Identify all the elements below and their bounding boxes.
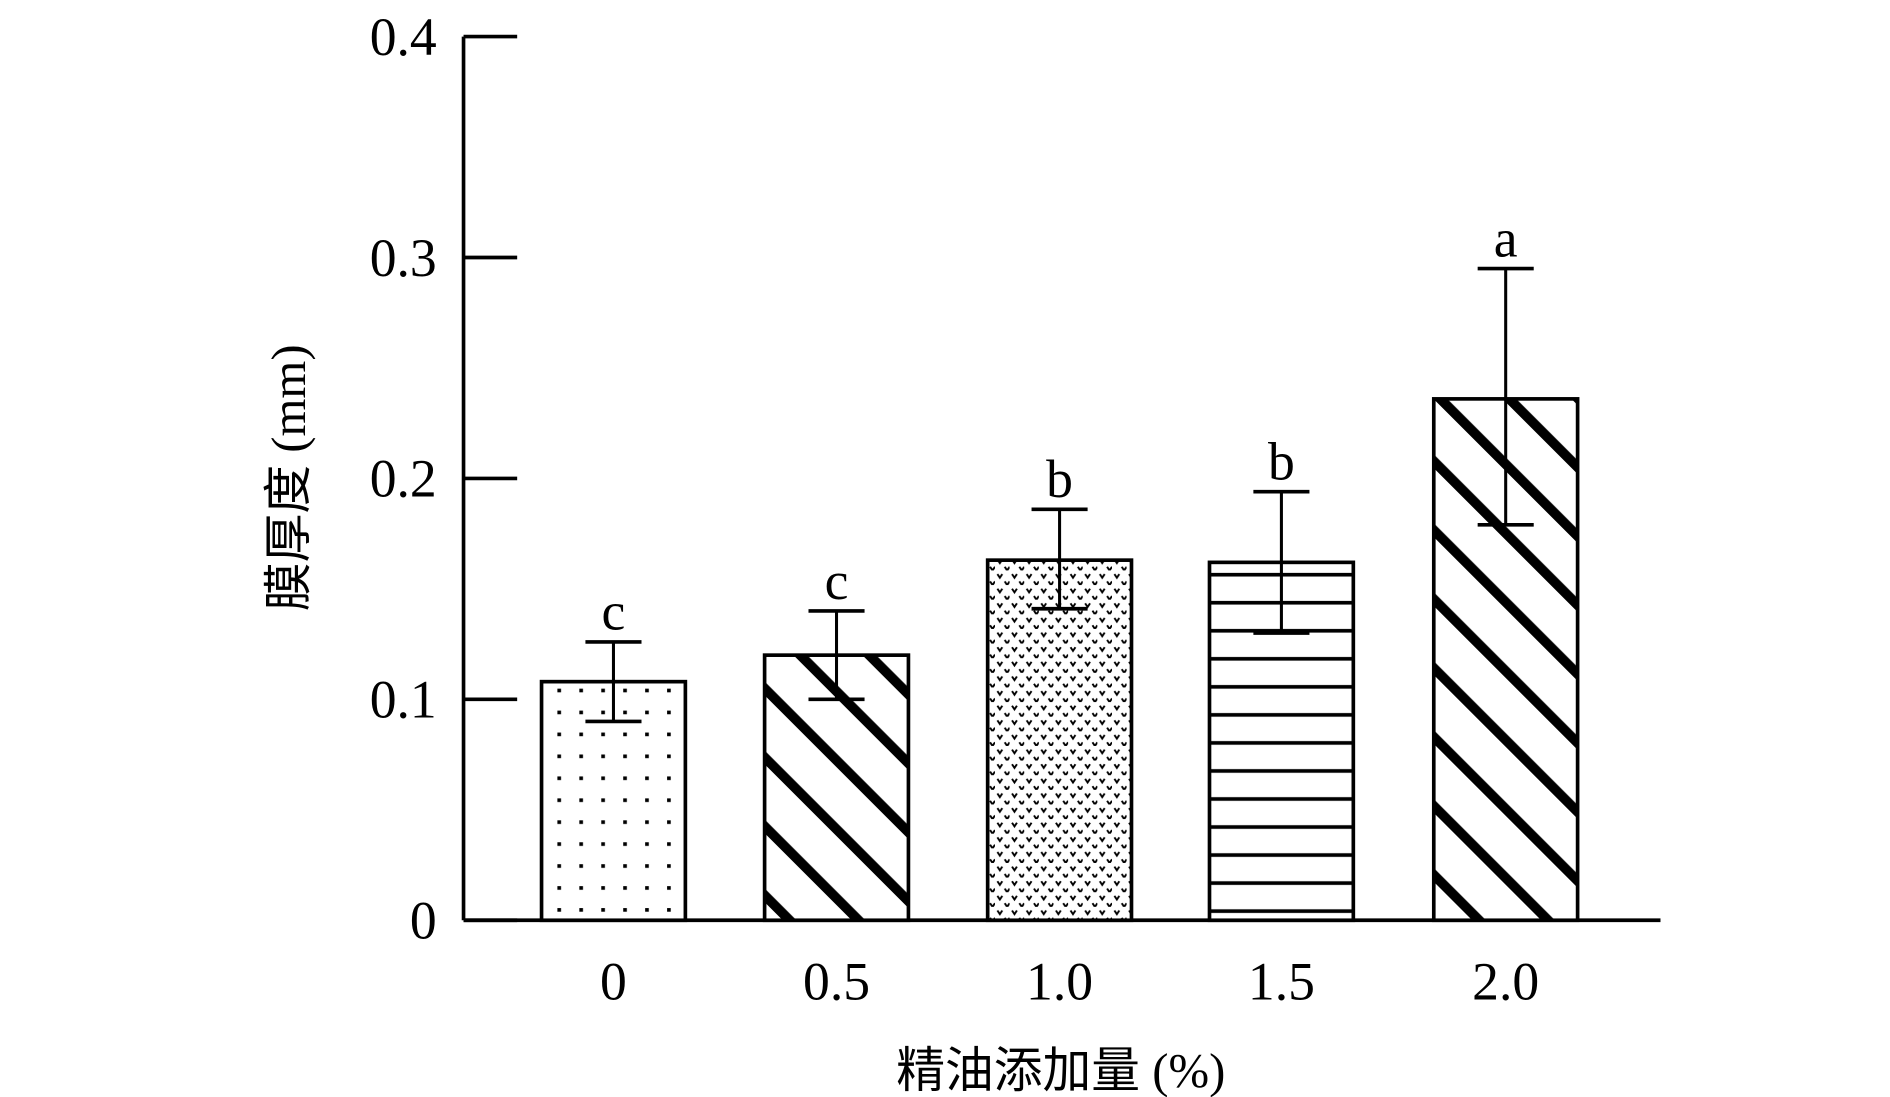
significance-label: c: [602, 582, 626, 642]
significance-label: b: [1046, 449, 1073, 509]
significance-label: a: [1494, 208, 1518, 268]
y-tick-label: 0.1: [370, 670, 437, 730]
bar-group: a 2.0: [1431, 208, 1580, 1011]
significance-label: b: [1268, 431, 1295, 491]
bar-group: b 1.5: [1207, 431, 1356, 1011]
bar-group: c 0.5: [762, 551, 911, 1011]
y-axis-label: 膜厚度 (mm): [262, 344, 316, 611]
y-tick-label: 0.4: [370, 7, 437, 67]
bar-group: b 1.0: [985, 449, 1134, 1011]
bar-group: c0: [539, 582, 688, 1011]
x-axis-label: 精油添加量 (%): [896, 1044, 1225, 1097]
x-tick-label: 0.5: [803, 951, 870, 1011]
x-tick-label: 1.0: [1026, 951, 1093, 1011]
x-tick-label: 2.0: [1472, 951, 1539, 1011]
bar: [985, 558, 1134, 923]
significance-label: c: [825, 551, 849, 611]
x-tick-label: 1.5: [1248, 951, 1315, 1011]
x-tick-label: 0: [600, 951, 627, 1011]
y-tick-label: 0.3: [370, 228, 437, 288]
y-tick-label: 0.2: [370, 449, 437, 509]
y-tick-label: 0: [410, 891, 437, 951]
